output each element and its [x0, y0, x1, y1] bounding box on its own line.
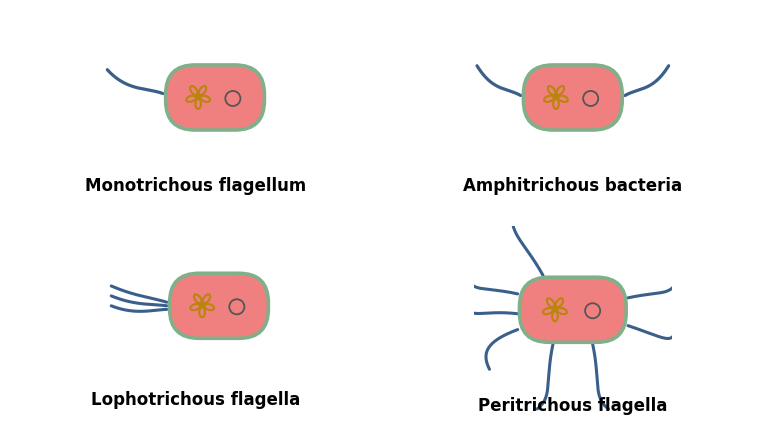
FancyBboxPatch shape	[164, 64, 266, 133]
FancyBboxPatch shape	[171, 276, 266, 337]
Text: Monotrichous flagellum: Monotrichous flagellum	[84, 177, 306, 194]
FancyBboxPatch shape	[518, 276, 628, 344]
Circle shape	[200, 304, 204, 307]
Text: Amphitrichous bacteria: Amphitrichous bacteria	[463, 177, 683, 194]
FancyBboxPatch shape	[167, 272, 270, 340]
FancyBboxPatch shape	[521, 279, 624, 341]
FancyBboxPatch shape	[525, 67, 621, 129]
Text: Lophotrichous flagella: Lophotrichous flagella	[91, 390, 300, 408]
Text: Peritrichous flagella: Peritrichous flagella	[478, 396, 667, 414]
FancyBboxPatch shape	[521, 64, 624, 133]
Circle shape	[554, 95, 558, 99]
FancyBboxPatch shape	[167, 67, 263, 129]
Circle shape	[553, 307, 557, 311]
Circle shape	[197, 95, 200, 99]
